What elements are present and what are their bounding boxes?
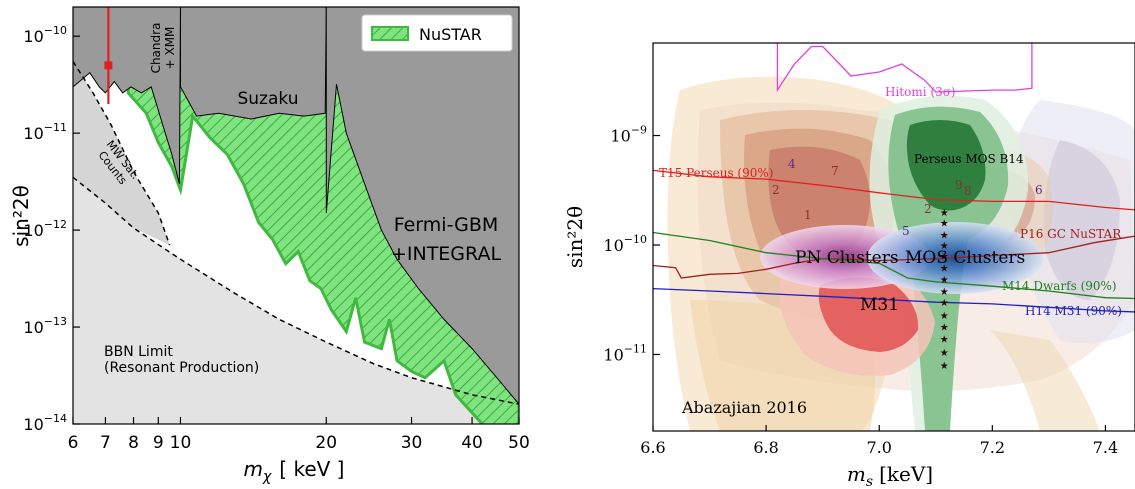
chandra-label-line1: Chandra <box>149 23 163 74</box>
contour-number: 9 <box>955 178 963 192</box>
star-marker: ★ <box>940 275 949 286</box>
limit-line <box>653 287 1135 313</box>
left-x-axis-label: mχ[ keV ] <box>244 457 345 485</box>
fermi-integral-excluded-region <box>325 7 519 405</box>
h14-m31-label: H14 M31 (90%) <box>1025 304 1122 318</box>
chandra-label-line2: + XMM <box>163 27 177 70</box>
star-marker: ★ <box>940 208 949 219</box>
contour-number: 2 <box>924 202 932 216</box>
p16-nustar-label: P16 GC NuSTAR <box>1020 227 1122 241</box>
star-marker: ★ <box>940 323 949 334</box>
bbn-limit-line <box>73 176 519 405</box>
bbn-region <box>73 177 519 424</box>
x-tick-label: 6.8 <box>753 438 778 457</box>
m31-label: M31 <box>860 295 899 315</box>
star-marker: ★ <box>940 252 949 263</box>
chandra-xmm-excluded-region <box>73 7 182 184</box>
left-chart: 6 7 8 9 10 20 30 40 50 10−14 10−13 10−12 10−11 10−10… <box>9 6 530 485</box>
right-limit-lines <box>653 43 1135 313</box>
limit-line <box>653 231 1135 300</box>
x-tick-label: 50 <box>508 433 530 453</box>
x-tick-label: 30 <box>401 433 423 453</box>
contour-number: 8 <box>964 184 972 198</box>
x-tick-label: 40 <box>461 433 483 453</box>
contour-number: 7 <box>831 164 839 178</box>
star-marker: ★ <box>940 361 949 372</box>
contour-numbers: 1 2 2 4 5 6 7 8 9 <box>772 157 1043 238</box>
x-tick-label: 6 <box>68 433 79 453</box>
contour-number: 6 <box>1035 183 1043 197</box>
limit-line <box>653 235 1135 279</box>
right-x-ticks: 6.6 6.8 7.0 7.2 7.4 <box>640 425 1118 457</box>
x-tick-label: 9 <box>153 433 164 453</box>
fermi-label-line2: +INTEGRAL <box>391 243 501 265</box>
left-y-axis-label: sin²2θ <box>9 185 33 247</box>
x-tick-label: 7.0 <box>866 438 891 457</box>
mw-satellite-region <box>73 61 170 246</box>
star-marker: ★ <box>940 241 949 252</box>
legend-label-nustar: NuSTAR <box>419 25 482 44</box>
contour-number: 4 <box>788 157 796 171</box>
right-axes-frame <box>652 42 1135 432</box>
star-marker: ★ <box>940 334 949 345</box>
star-marker: ★ <box>940 311 949 322</box>
mos-clusters-label: MOS Clusters <box>905 248 1025 268</box>
right-y-ticks: 10−11 10−10 10−9 <box>603 124 660 364</box>
mw-satellite-line <box>73 60 171 246</box>
bbn-label-line2: (Resonant Production) <box>104 360 259 376</box>
star-marker: ★ <box>940 219 949 230</box>
right-x-axis-label: ms [keV] <box>847 462 933 489</box>
y-tick-label: 10−12 <box>23 218 67 240</box>
y-tick-label: 10−11 <box>603 342 647 364</box>
perseus-label: Perseus MOS B14 <box>914 152 1024 166</box>
star-marker: ★ <box>940 348 949 359</box>
t15-perseus-label: T15 Perseus (90%) <box>659 166 773 180</box>
right-chart: ★★★★★★★★★★★★★★ 6.6 6.8 7.0 7.2 7.4 10−1110−1… <box>563 42 1135 489</box>
limit-line <box>776 43 1033 93</box>
star-marker: ★ <box>940 298 949 309</box>
y-tick-label: 10−13 <box>23 315 67 337</box>
stacked-points: ★★★★★★★★★★★★★★ <box>940 208 949 372</box>
pn-clusters-label: PN Clusters <box>795 248 899 268</box>
y-tick-label: 10−10 <box>23 24 67 46</box>
x-tick-label: 6.6 <box>640 438 665 457</box>
left-y-ticks: 10−14 10−13 10−12 10−11 10−10 <box>23 24 80 434</box>
x-tick-label: 7 <box>100 433 111 453</box>
y-tick-label: 10−14 <box>23 412 67 434</box>
x-tick-label: 7.2 <box>980 438 1005 457</box>
x-tick-label: 8 <box>128 433 139 453</box>
bbn-label-line1: BBN Limit <box>104 344 173 360</box>
suzaku-excluded-region <box>179 7 327 120</box>
y-tick-label: 10−10 <box>603 233 647 255</box>
left-x-ticks: 6 7 8 9 10 20 30 40 50 <box>68 417 530 453</box>
contour-number: 2 <box>772 183 780 197</box>
suzaku-label: Suzaku <box>237 89 298 109</box>
m31-contours <box>779 258 935 376</box>
x-tick-label: 20 <box>315 433 337 453</box>
right-y-axis-label: sin²2θ <box>563 206 587 268</box>
contour-number: 1 <box>804 208 812 222</box>
contour-number: 5 <box>902 224 910 238</box>
star-marker: ★ <box>940 230 949 241</box>
legend-swatch-nustar <box>371 26 409 41</box>
x-tick-label: 7.4 <box>1093 438 1118 457</box>
signal-point <box>104 61 113 70</box>
fermi-label-line1: Fermi-GBM <box>394 214 499 236</box>
y-tick-label: 10−9 <box>610 124 647 146</box>
x-tick-label: 10 <box>170 433 192 453</box>
m14-dwarfs-label: M14 Dwarfs (90%) <box>1002 279 1117 293</box>
hitomi-label: Hitomi (3σ) <box>885 85 956 99</box>
star-marker: ★ <box>940 287 949 298</box>
left-legend: NuSTAR <box>361 14 513 52</box>
left-axes-frame <box>72 6 520 425</box>
star-marker: ★ <box>940 264 949 275</box>
y-tick-label: 10−11 <box>23 121 67 143</box>
limit-line <box>653 169 1135 211</box>
abazajian-label: Abazajian 2016 <box>681 398 807 417</box>
